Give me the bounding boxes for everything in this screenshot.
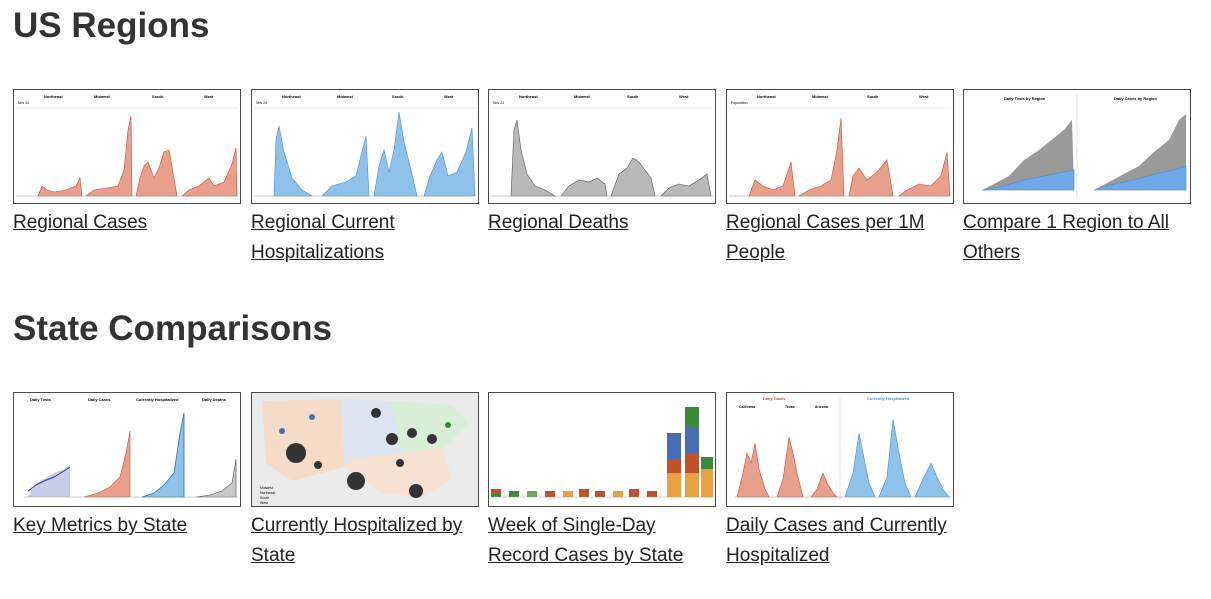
thumb-date: Nov 24 [18,101,29,105]
thumb-header: Daily Cases [88,397,111,402]
card-caption[interactable]: Regional Cases per 1M People [726,212,925,263]
card-daily-cases-currently-hospitalized[interactable]: Daily Cases Currently Hospitalized Calif… [726,392,954,571]
thumbnail-regional-deaths[interactable]: Northeast Midwest South West Nov 24 [488,89,716,204]
map-legend-item: West [260,501,268,505]
thumb-header: South [867,94,879,99]
card-compare-region[interactable]: Daily Tests by Region Daily Cases by Reg… [963,89,1191,268]
thumb-header: Northeast [282,94,301,99]
thumb-header: South [627,94,639,99]
thumbnail-key-metrics-by-state[interactable]: Daily Tests Daily Cases Currently Hospit… [13,392,241,507]
thumb-header: California [739,405,755,409]
thumb-header: Currently Hospitalized [867,396,910,401]
card-regional-deaths[interactable]: Northeast Midwest South West Nov 24 Regi… [488,89,716,238]
card-currently-hospitalized-by-state[interactable]: Midwest Northeast South West Currently H… [251,392,479,571]
thumb-header: West [679,94,689,99]
thumb-header: West [444,94,454,99]
thumb-header: Midwest [337,94,353,99]
thumbnail-currently-hospitalized-by-state[interactable]: Midwest Northeast South West [251,392,479,507]
thumb-header: Currently Hospitalized [136,397,179,402]
map-legend-item: South [260,496,269,500]
thumbnail-compare-region[interactable]: Daily Tests by Region Daily Cases by Reg… [963,89,1191,204]
map-legend-item: Northeast [260,491,275,495]
card-key-metrics-by-state[interactable]: Daily Tests Daily Cases Currently Hospit… [13,392,241,541]
section-title-state-comparisons: State Comparisons [13,309,332,348]
thumbnail-regional-cases[interactable]: Northeast Midwest South West Nov 24 [13,89,241,204]
card-caption[interactable]: Compare 1 Region to All Others [963,212,1169,263]
thumb-header: Daily Cases [763,396,786,401]
thumbnail-daily-cases-currently-hospitalized[interactable]: Daily Cases Currently Hospitalized Calif… [726,392,954,507]
card-caption[interactable]: Key Metrics by State [13,515,188,536]
thumb-header: West [204,94,214,99]
card-caption[interactable]: Currently Hospitalized by State [251,515,463,566]
card-caption[interactable]: Week of Single-Day Record Cases by State [488,515,684,566]
thumb-header: West [919,94,929,99]
thumb-header: Texas [785,405,795,409]
card-caption[interactable]: Daily Cases and Currently Hospitalized [726,515,947,566]
thumb-header: South [152,94,164,99]
card-regional-current-hospitalizations[interactable]: Northeast Midwest South West Nov 24 Regi… [251,89,479,268]
thumb-header: Arizona [815,405,828,409]
thumb-date: Nov 24 [493,101,504,105]
thumb-header: Daily Tests by Region [1004,96,1046,101]
thumb-header: Daily Tests [30,397,52,402]
thumb-header: Northeast [757,94,776,99]
card-regional-cases[interactable]: Northeast Midwest South West Nov 24 Regi… [13,89,241,238]
thumb-header: Midwest [574,94,590,99]
thumbnail-regional-current-hospitalizations[interactable]: Northeast Midwest South West Nov 24 [251,89,479,204]
thumbnail-regional-cases-per-1m[interactable]: Northeast Midwest South West Population [726,89,954,204]
thumb-header: Daily Deaths [202,397,227,402]
thumb-header: South [392,94,404,99]
thumb-header: Midwest [94,94,110,99]
thumb-date: Nov 24 [256,101,267,105]
card-week-single-day-record[interactable]: Week of Single-Day Record Cases by State [488,392,716,571]
thumb-header: Midwest [812,94,828,99]
card-caption[interactable]: Regional Cases [13,212,148,233]
thumb-header: Northeast [44,94,63,99]
thumbnail-week-single-day-record[interactable] [488,392,716,507]
thumb-date: Population [731,101,748,105]
card-regional-cases-per-1m[interactable]: Northeast Midwest South West Population … [726,89,954,268]
thumb-header: Daily Cases by Region [1114,96,1157,101]
map-legend-item: Midwest [260,486,273,490]
card-caption[interactable]: Regional Deaths [488,212,629,233]
card-caption[interactable]: Regional Current Hospitalizations [251,212,395,263]
section-title-us-regions: US Regions [13,6,210,45]
thumb-header: Northeast [519,94,538,99]
